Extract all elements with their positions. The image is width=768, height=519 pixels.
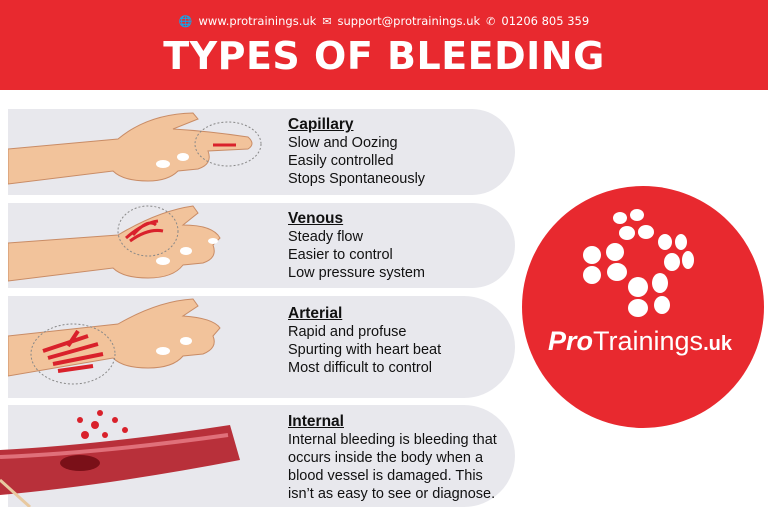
type-line: occurs inside the body when a <box>288 450 484 466</box>
type-title: Arterial <box>288 305 343 322</box>
email-link[interactable]: support@protrainings.uk <box>337 14 481 28</box>
hand-arterial-illustration <box>8 298 221 385</box>
card-internal: Internal Internal bleeding is bleeding t… <box>0 405 515 507</box>
logo-wordmark: ProTrainings.uk <box>548 326 733 356</box>
envelope-icon: ✉ <box>322 14 332 28</box>
hand-capillary-illustration <box>8 112 262 185</box>
type-line: Low pressure system <box>288 265 425 281</box>
type-line: blood vessel is damaged. This <box>288 468 483 484</box>
blood-vessel-illustration <box>0 410 240 507</box>
card-capillary: Capillary Slow and Oozing Easily control… <box>8 109 515 195</box>
contact-bar: 🌐 www.protrainings.uk ✉ support@protrain… <box>0 14 768 28</box>
type-line: isn’t as easy to see or diagnose. <box>288 486 496 502</box>
type-title: Capillary <box>288 116 354 133</box>
hand-venous-illustration <box>8 205 221 282</box>
type-line: Rapid and profuse <box>288 324 407 340</box>
type-line: Spurting with heart beat <box>288 342 442 358</box>
protrainings-logo: ProTrainings.uk <box>522 186 764 428</box>
type-line: Internal bleeding is bleeding that <box>288 432 497 448</box>
phone-icon: ✆ <box>486 14 496 28</box>
header: 🌐 www.protrainings.uk ✉ support@protrain… <box>0 0 768 90</box>
website-link[interactable]: www.protrainings.uk <box>198 14 317 28</box>
type-title: Venous <box>288 210 344 227</box>
type-title: Internal <box>288 413 344 430</box>
type-line: Slow and Oozing <box>288 135 398 151</box>
type-line: Easier to control <box>288 247 393 263</box>
type-line: Easily controlled <box>288 153 394 169</box>
type-line: Most difficult to control <box>288 360 432 376</box>
globe-icon: 🌐 <box>178 14 193 28</box>
phone-number: 01206 805 359 <box>501 14 590 28</box>
type-line: Stops Spontaneously <box>288 171 426 187</box>
type-line: Steady flow <box>288 229 363 245</box>
page-title: TYPES OF BLEEDING <box>163 34 605 78</box>
card-arterial: Arterial Rapid and profuse Spurting with… <box>8 296 515 398</box>
card-venous: Venous Steady flow Easier to control Low… <box>8 203 515 288</box>
logo-dots-icon: ProTrainings.uk <box>548 209 733 356</box>
